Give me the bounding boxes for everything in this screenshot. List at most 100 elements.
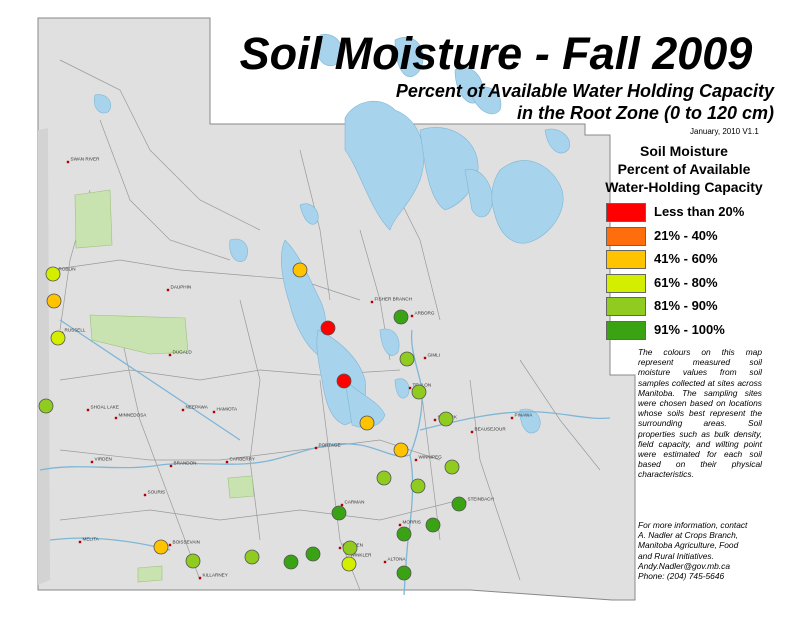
town-marker [433, 418, 437, 422]
contact-line1: For more information, contact [638, 520, 748, 530]
sample-sites [38, 262, 467, 581]
legend-label: 91% - 100% [654, 321, 725, 337]
town-label: NEEPAWA [186, 405, 209, 410]
town-label: SOURIS [148, 490, 166, 495]
sample-site-marker [153, 539, 169, 555]
town-marker [470, 430, 474, 434]
town-label: HAMIOTA [217, 407, 239, 412]
sample-site-marker [336, 373, 352, 389]
town-marker [86, 408, 90, 412]
sample-site-marker [411, 384, 427, 400]
town-marker [90, 460, 94, 464]
legend-swatch [606, 250, 646, 269]
town-label: WINNIPEG [419, 455, 443, 460]
town-marker [408, 386, 412, 390]
outside-region-west [38, 128, 50, 585]
town-marker [383, 560, 387, 564]
town-label: WINKLER [351, 553, 373, 558]
legend-title-line3: Water-Holding Capacity [605, 179, 763, 195]
sample-site-marker [410, 478, 426, 494]
town-label: DAUPHIN [171, 285, 192, 290]
town-marker [66, 160, 70, 164]
legend-title-line1: Soil Moisture [640, 143, 728, 159]
sample-site-marker [292, 262, 308, 278]
sample-site-marker [320, 320, 336, 336]
town-label: VIRDEN [95, 457, 112, 462]
town-label: CARBERRY [230, 457, 255, 462]
town-label: ROBLIN [59, 267, 76, 272]
town-marker [181, 408, 185, 412]
town-label: SWAN RIVER [71, 157, 101, 162]
lakes [94, 34, 570, 434]
sample-site-marker [283, 554, 299, 570]
town-label: KILLARNEY [203, 573, 228, 578]
town-marker [398, 523, 402, 527]
town-label: GIMLI [428, 353, 441, 358]
version-label: January, 2010 V1.1 [690, 127, 759, 136]
town-marker [169, 464, 173, 468]
town-label: STEINBACH [468, 497, 494, 502]
sample-site-marker [342, 540, 358, 556]
town-label: PINAWA [515, 413, 534, 418]
town-label: TEULON [413, 383, 432, 388]
sample-site-marker [50, 330, 66, 346]
town-marker [414, 458, 418, 462]
sample-site-marker [359, 415, 375, 431]
town-label: ARBORG [415, 311, 435, 316]
legend-swatch [606, 226, 646, 246]
town-marker [212, 410, 216, 414]
sample-site-marker [393, 309, 409, 325]
legend-label: Less than 20% [654, 204, 745, 219]
town-marker [338, 546, 342, 550]
town-marker [370, 300, 374, 304]
legend-label: 61% - 80% [654, 274, 718, 290]
contact-line4: and Rural Initiatives. [638, 550, 714, 561]
description-text: The colours on this map represent measur… [638, 347, 762, 480]
sample-site-marker [305, 546, 321, 562]
legend-label: 41% - 60% [654, 251, 718, 266]
sample-site-marker [396, 565, 412, 581]
town-marker [423, 356, 427, 360]
province-land [37, 17, 636, 601]
sample-site-marker [46, 293, 62, 309]
legend-swatch [606, 273, 646, 293]
town-marker [168, 353, 172, 357]
contact-line3: Manitoba Agriculture, Food [638, 540, 739, 551]
town-marker [114, 416, 118, 420]
legend-swatch [606, 320, 646, 340]
town-marker [340, 503, 344, 507]
town-marker [166, 288, 170, 292]
sample-site-marker [438, 411, 454, 427]
legend-title-line2: Percent of Available [617, 161, 751, 177]
road-network [49, 59, 601, 591]
contact-info: For more information, contact A. Nadler … [638, 520, 762, 581]
sample-site-marker [244, 549, 260, 565]
sample-site-marker [185, 553, 201, 569]
legend-title: Soil Moisture Percent of Available Water… [584, 142, 784, 196]
sample-site-marker [451, 496, 467, 512]
sample-site-marker [396, 526, 412, 542]
sample-site-marker [45, 266, 61, 282]
town-label: MORRIS [403, 520, 421, 525]
town-label: SHOAL LAKE [91, 405, 119, 410]
map-subtitle-line2: in the Root Zone (0 to 120 cm) [516, 103, 774, 123]
town-marker [198, 576, 202, 580]
map-title: Soil Moisture - Fall 2009 [239, 28, 753, 79]
town-marker [168, 543, 172, 547]
town-marker [410, 314, 414, 318]
park-areas [74, 189, 255, 583]
sample-site-marker [331, 505, 347, 521]
town-label: BEAUSEJOUR [475, 427, 507, 432]
legend-label: 81% - 90% [654, 298, 718, 313]
town-label: MINNEDOSA [119, 413, 148, 418]
sample-site-marker [444, 459, 460, 475]
town-label: BRANDON [174, 461, 197, 466]
town-marker [225, 460, 229, 464]
sample-site-marker [341, 556, 357, 572]
town-label: RUSSELL [65, 328, 86, 333]
sample-site-marker [399, 351, 415, 367]
town-label: ALTONA [388, 557, 407, 562]
legend-swatch [606, 203, 646, 222]
map-subtitle-line1: Percent of Available Water Holding Capac… [395, 81, 774, 101]
